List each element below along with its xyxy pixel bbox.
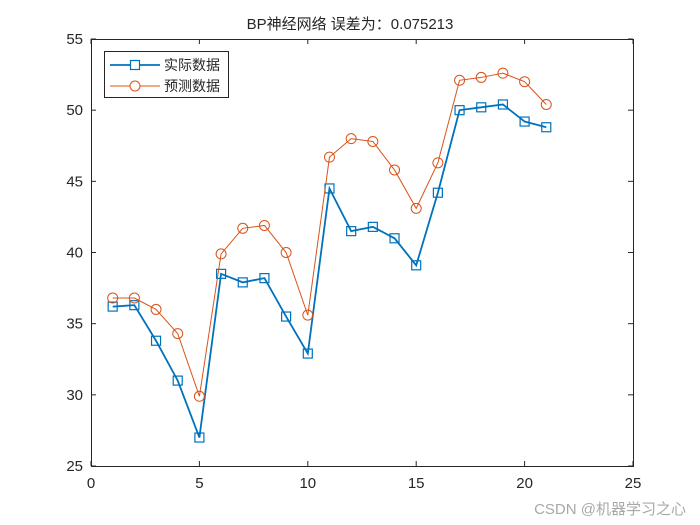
data-point-square — [259, 273, 270, 284]
legend-label: 预测数据 — [164, 78, 220, 94]
x-tick-label: 5 — [195, 475, 203, 492]
data-point-square — [281, 311, 292, 322]
y-tick-label: 50 — [66, 102, 83, 119]
data-point-circle — [389, 164, 401, 176]
data-point-circle — [345, 133, 357, 145]
data-point-circle — [497, 67, 509, 79]
y-tick-label: 25 — [66, 458, 83, 475]
data-point-circle — [107, 292, 119, 304]
data-point-square — [497, 99, 509, 110]
data-point-circle — [215, 248, 227, 260]
y-tick-label: 35 — [66, 316, 83, 333]
data-point-circle — [454, 74, 466, 86]
data-point-square — [346, 226, 357, 237]
data-point-circle — [432, 157, 444, 169]
data-point-circle — [367, 135, 379, 147]
legend-square-icon — [129, 59, 141, 71]
y-tick-label: 40 — [66, 245, 83, 262]
x-tick-label: 25 — [625, 475, 642, 492]
x-tick-label: 20 — [516, 475, 533, 492]
data-point-square — [150, 335, 162, 346]
data-point-circle — [258, 219, 270, 231]
data-point-square — [194, 432, 205, 443]
data-point-square — [476, 102, 487, 113]
data-point-square — [367, 221, 378, 232]
x-tick-label: 10 — [299, 475, 316, 492]
data-point-square — [215, 268, 227, 279]
x-tick-label: 15 — [408, 475, 425, 492]
series-line-predicted — [112, 72, 547, 397]
data-point-circle — [540, 98, 552, 110]
data-point-circle — [237, 222, 249, 234]
data-point-square — [302, 348, 313, 359]
y-tick-label: 30 — [66, 387, 83, 404]
data-point-circle — [280, 247, 292, 258]
data-point-circle — [475, 71, 487, 83]
data-point-square — [107, 301, 118, 312]
data-point-square — [519, 116, 530, 127]
watermark: CSDN @机器学习之心 — [534, 501, 686, 518]
chart-title: BP神经网络 误差为：0.075213 — [246, 16, 454, 33]
legend-circle-icon — [129, 80, 141, 92]
data-point-circle — [323, 151, 335, 163]
data-point-square — [541, 122, 552, 133]
series-line-actual — [112, 103, 547, 438]
data-point-circle — [302, 309, 314, 321]
data-point-square — [389, 233, 400, 244]
data-point-square — [172, 375, 183, 386]
y-tick-label: 45 — [66, 173, 83, 190]
y-tick-label: 55 — [66, 31, 83, 48]
data-point-square — [411, 260, 422, 271]
data-point-square — [454, 105, 465, 116]
legend-label: 实际数据 — [164, 57, 220, 73]
data-point-circle — [519, 76, 531, 88]
data-point-circle — [410, 202, 422, 214]
axes-box — [91, 39, 634, 467]
data-point-square — [237, 277, 248, 288]
data-point-circle — [150, 303, 162, 315]
data-point-circle — [172, 328, 184, 340]
data-point-square — [129, 300, 140, 311]
legend-box — [104, 51, 229, 98]
x-tick-label: 0 — [87, 475, 95, 492]
data-point-square — [432, 187, 443, 198]
data-point-circle — [128, 292, 140, 304]
data-point-circle — [193, 390, 205, 402]
